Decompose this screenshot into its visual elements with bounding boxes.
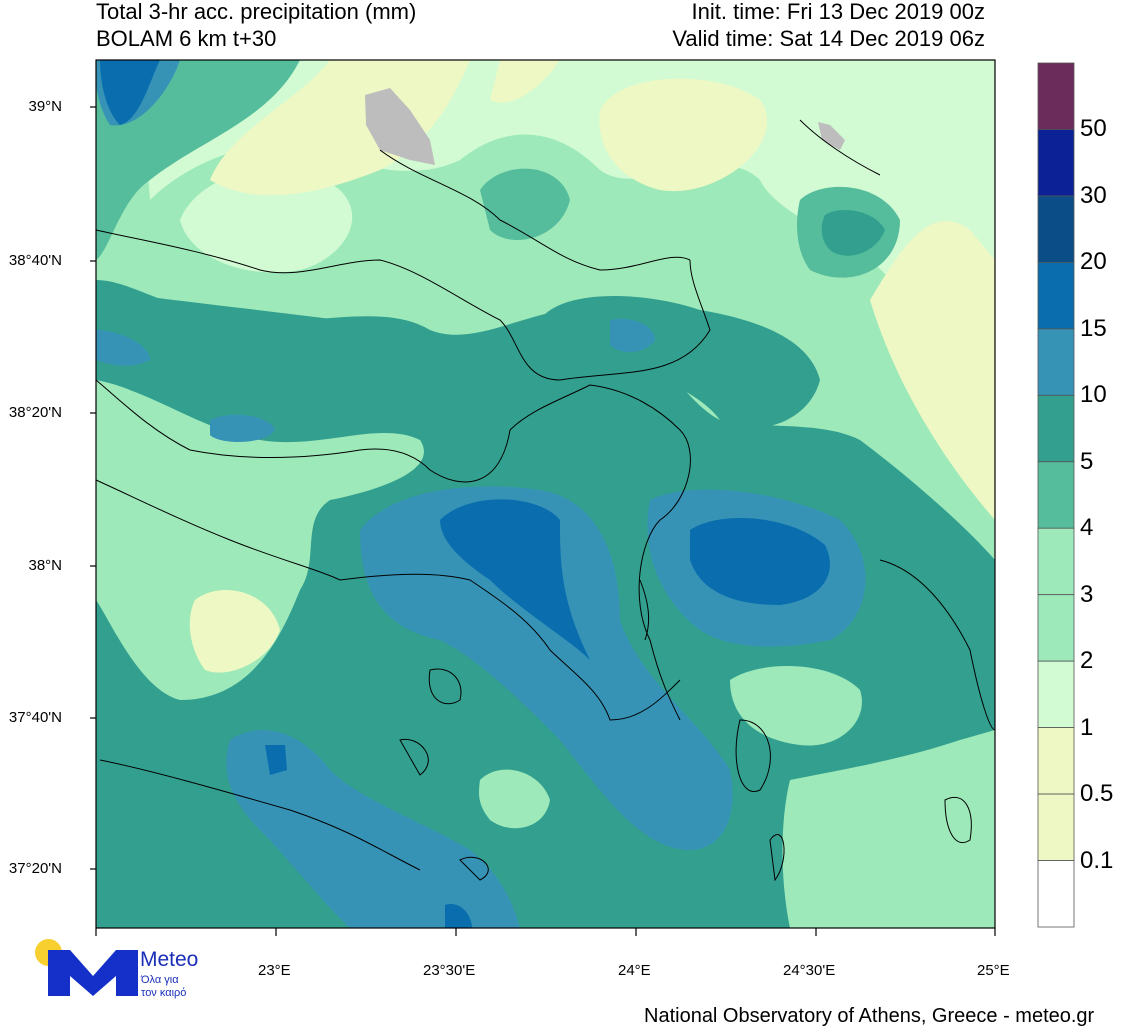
colorbar-swatch: [1037, 594, 1075, 662]
colorbar-swatch: [1037, 328, 1075, 396]
colorbar: [1037, 62, 1075, 928]
precipitation-field: [96, 60, 995, 928]
meteo-logo: Meteo Όλα για τον καιρό: [34, 938, 214, 1000]
colorbar-label: 20: [1080, 248, 1107, 276]
colorbar-swatch: [1037, 62, 1075, 130]
coastlines: [95, 119, 996, 882]
colorbar-label: 5: [1080, 447, 1094, 475]
logo-m-mark: [48, 950, 138, 996]
colorbar-label: 1: [1080, 713, 1094, 741]
lat-tick: 37°40'N: [8, 709, 62, 726]
colorbar-swatch: [1037, 727, 1075, 795]
map-frame: [95, 59, 996, 929]
colorbar-label: 3: [1080, 580, 1094, 608]
lat-tick: 38°40'N: [8, 252, 62, 269]
logo-tagline-1: Όλα για: [141, 974, 179, 986]
valid-time: Valid time: Sat 14 Dec 2019 06z: [672, 26, 985, 51]
lon-tick: 25°E: [977, 962, 1010, 979]
colorbar-label: 50: [1080, 115, 1107, 143]
grey-land-patch: [818, 122, 845, 150]
colorbar-label: 0.1: [1080, 846, 1114, 874]
init-time: Init. time: Fri 13 Dec 2019 00z: [691, 0, 985, 24]
lon-tick: 23°E: [258, 962, 291, 979]
colorbar-swatch: [1037, 461, 1075, 529]
lon-tick: 24°30'E: [783, 962, 836, 979]
colorbar-swatch: [1037, 394, 1075, 463]
colorbar-swatch: [1037, 261, 1075, 330]
logo-tagline-2: τον καιρό: [141, 987, 187, 999]
colorbar-swatch: [1037, 527, 1075, 596]
lon-tick: 23°30'E: [423, 962, 476, 979]
colorbar-swatch: [1037, 660, 1075, 729]
colorbar-label: 2: [1080, 647, 1094, 675]
lat-tick: 39°N: [28, 98, 62, 115]
colorbar-label: 0.5: [1080, 780, 1114, 808]
colorbar-label: 10: [1080, 381, 1107, 409]
lat-tick: 37°20'N: [8, 860, 62, 877]
footer-credit: National Observatory of Athens, Greece -…: [644, 1005, 1095, 1027]
axis-ticks: [90, 106, 996, 936]
title-line2: BOLAM 6 km t+30: [96, 26, 277, 51]
lon-tick: 24°E: [618, 962, 651, 979]
lat-tick: 38°20'N: [8, 404, 62, 421]
colorbar-swatch: [1037, 860, 1075, 928]
colorbar-swatch: [1037, 793, 1075, 861]
grey-land-patch: [365, 88, 435, 165]
title-line1: Total 3-hr acc. precipitation (mm): [96, 0, 417, 24]
logo-brand: Meteo: [140, 948, 199, 971]
colorbar-label: 15: [1080, 314, 1107, 342]
colorbar-swatch: [1037, 195, 1075, 263]
colorbar-label: 4: [1080, 514, 1094, 542]
lat-tick: 38°N: [28, 557, 62, 574]
colorbar-label: 30: [1080, 181, 1107, 209]
colorbar-swatch: [1037, 129, 1075, 197]
